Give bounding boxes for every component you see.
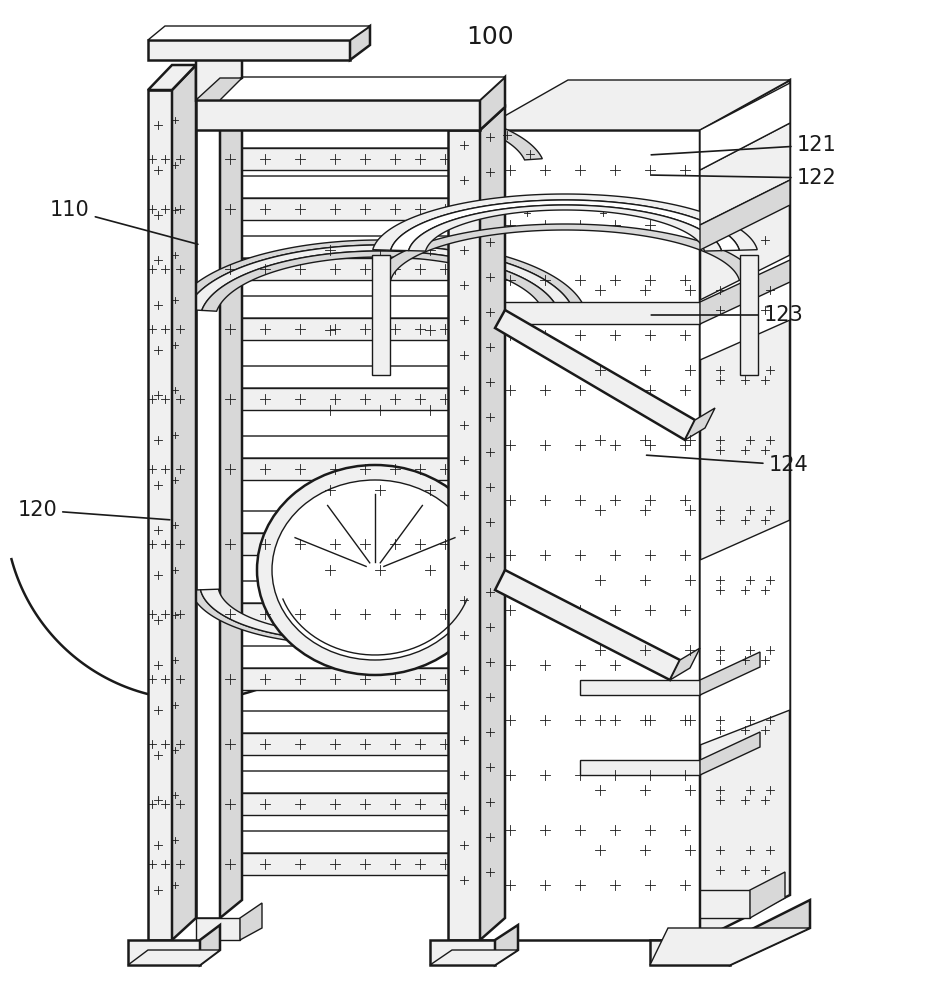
Polygon shape [201, 589, 480, 640]
Polygon shape [128, 950, 220, 965]
Polygon shape [580, 760, 700, 775]
Polygon shape [148, 26, 370, 40]
Polygon shape [700, 890, 750, 918]
Polygon shape [700, 260, 790, 324]
Polygon shape [196, 100, 220, 918]
Polygon shape [220, 78, 242, 918]
Text: 122: 122 [651, 168, 836, 188]
Polygon shape [187, 245, 573, 310]
Polygon shape [730, 900, 810, 965]
Polygon shape [480, 130, 700, 940]
Polygon shape [148, 40, 350, 60]
Polygon shape [196, 733, 455, 755]
Polygon shape [685, 408, 715, 440]
Polygon shape [448, 107, 505, 130]
Polygon shape [350, 26, 370, 60]
Polygon shape [480, 302, 700, 324]
Polygon shape [196, 100, 480, 130]
Polygon shape [196, 78, 242, 100]
Polygon shape [373, 224, 758, 280]
Polygon shape [240, 903, 262, 940]
Polygon shape [480, 77, 505, 130]
Polygon shape [196, 388, 455, 410]
Polygon shape [128, 940, 200, 965]
Polygon shape [190, 590, 490, 644]
Polygon shape [372, 255, 390, 375]
Polygon shape [700, 652, 760, 695]
Text: 124: 124 [647, 455, 808, 475]
Polygon shape [740, 255, 758, 375]
Text: 110: 110 [50, 200, 198, 244]
Polygon shape [196, 458, 455, 480]
Polygon shape [196, 236, 477, 258]
Polygon shape [196, 533, 455, 555]
Polygon shape [196, 296, 477, 318]
Polygon shape [409, 205, 721, 251]
Polygon shape [196, 603, 455, 625]
Polygon shape [196, 77, 505, 100]
Polygon shape [750, 872, 785, 918]
Polygon shape [495, 310, 695, 440]
Polygon shape [700, 123, 790, 225]
Polygon shape [700, 255, 790, 360]
Polygon shape [196, 853, 455, 875]
Polygon shape [196, 771, 477, 793]
Polygon shape [480, 80, 790, 130]
Polygon shape [373, 194, 758, 250]
Polygon shape [448, 130, 480, 940]
Text: 100: 100 [466, 25, 514, 49]
Polygon shape [700, 180, 790, 250]
Polygon shape [196, 126, 477, 148]
Ellipse shape [272, 480, 478, 660]
Polygon shape [700, 83, 790, 170]
Polygon shape [196, 646, 477, 668]
Polygon shape [700, 80, 790, 940]
Polygon shape [196, 711, 477, 733]
Polygon shape [196, 148, 455, 170]
Polygon shape [175, 240, 585, 310]
Polygon shape [200, 925, 220, 965]
Polygon shape [700, 520, 790, 745]
Polygon shape [495, 925, 518, 965]
Polygon shape [196, 918, 240, 940]
Polygon shape [430, 950, 518, 965]
Polygon shape [480, 107, 505, 940]
Text: 121: 121 [651, 135, 836, 155]
Polygon shape [391, 200, 739, 251]
Text: 123: 123 [651, 305, 803, 325]
Polygon shape [580, 680, 700, 695]
Polygon shape [246, 105, 542, 160]
Ellipse shape [257, 465, 493, 675]
Polygon shape [196, 40, 242, 100]
Polygon shape [172, 65, 196, 940]
Polygon shape [196, 511, 477, 533]
Polygon shape [196, 198, 455, 220]
Polygon shape [196, 78, 242, 100]
Polygon shape [196, 831, 477, 853]
Polygon shape [196, 258, 455, 280]
Polygon shape [650, 940, 730, 965]
Polygon shape [196, 581, 477, 603]
Polygon shape [196, 436, 477, 458]
Polygon shape [670, 648, 700, 680]
Polygon shape [196, 668, 455, 690]
Polygon shape [196, 318, 455, 340]
Polygon shape [430, 940, 495, 965]
Polygon shape [148, 65, 196, 90]
Polygon shape [495, 570, 680, 680]
Polygon shape [148, 90, 172, 940]
Polygon shape [650, 928, 810, 965]
Polygon shape [196, 793, 455, 815]
Polygon shape [196, 176, 477, 198]
Text: 120: 120 [18, 500, 170, 520]
Polygon shape [700, 732, 760, 775]
Polygon shape [202, 251, 558, 311]
Polygon shape [196, 366, 477, 388]
